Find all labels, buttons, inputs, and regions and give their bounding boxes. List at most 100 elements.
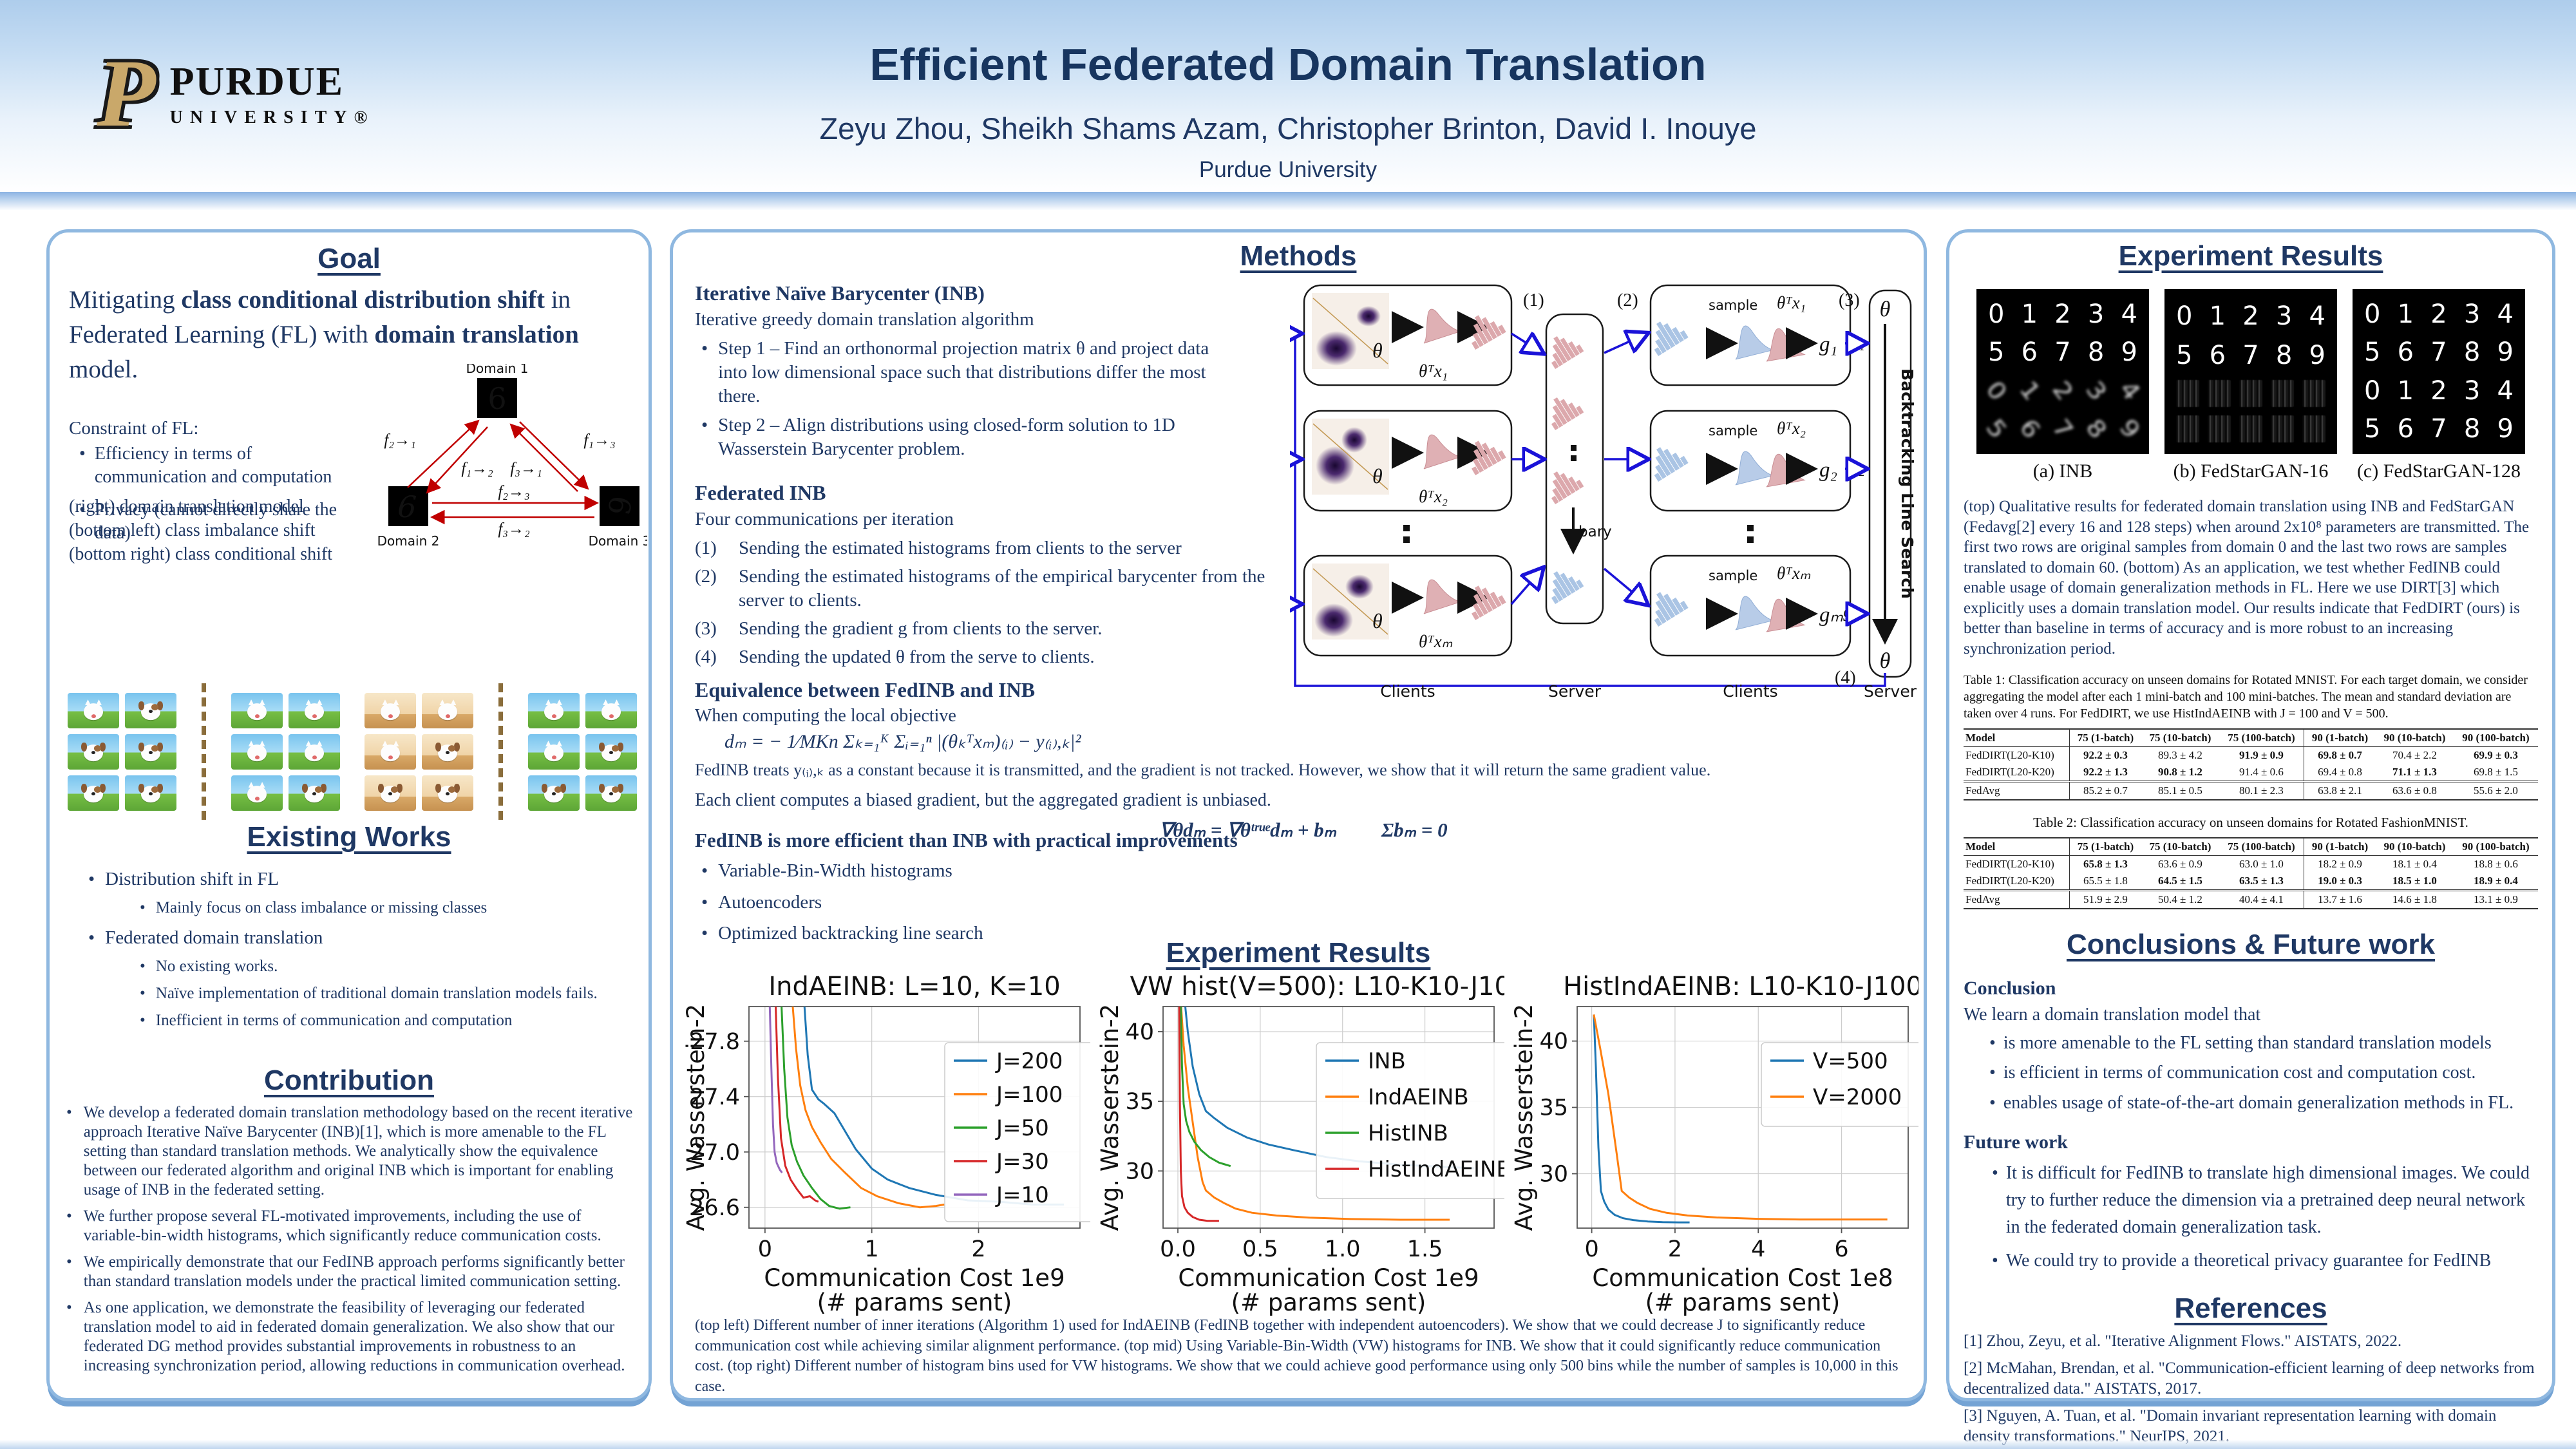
table-cell: 18.9 ± 0.4 [2474,875,2518,887]
table-cell: 91.9 ± 0.9 [2219,746,2305,764]
domain3-label: Domain 3 [589,533,647,549]
sample-label: sample [1709,298,1757,313]
item-number: (1) [695,537,717,558]
table1-container: Model 75 (1-batch) 75 (10-batch) 75 (100-ba… [1964,728,2538,800]
step-markers: (1) (2) (3) (4) [1523,290,1860,688]
efficiency-bullet: • Variable-Bin-Width histograms [701,859,1468,884]
svg-text:V=500: V=500 [1813,1048,1888,1074]
svg-text:40: 40 [1125,1019,1154,1045]
pet-image-cat [527,734,580,770]
future-work-text: It is difficult for FedINB to translate … [2005,1163,2530,1238]
pet-domain-grid [68,683,637,820]
mnist-digit: 7 [2430,337,2447,368]
marker-4: (4) [1835,668,1856,688]
conclusion-text: enables usage of state-of-the-art domain… [2003,1092,2514,1113]
mnist-digit: 4 [2121,299,2137,330]
fedinb-title: Federated INB [695,480,826,504]
goal-statement-bold1: class conditional distribution shift [181,286,545,314]
efficiency-text: Autoencoders [718,891,822,913]
svg-text:IndAEINB: IndAEINB [1368,1084,1469,1110]
mnist-digit: 4 [2497,375,2514,406]
mnist-row-noise [2168,379,2333,407]
svg-text:27.4: 27.4 [690,1084,740,1110]
table-cell: 92.2 ± 1.3 [2083,766,2128,778]
inb-step: • Step 2 – Align distributions using clos… [701,413,1236,461]
efficiency-bullet: • Optimized backtracking line search [701,922,1468,946]
fedinb-subtitle: Four communications per iteration [695,508,954,529]
svg-text:0.0: 0.0 [1160,1236,1196,1262]
mnist-digit: 8 [2275,341,2293,371]
pet-group [365,692,474,811]
svg-text:J=100: J=100 [995,1082,1063,1108]
table2-container: Model 75 (1-batch) 75 (10-batch) 75 (100-ba… [1964,837,2538,909]
table-cell: 71.1 ± 1.3 [2392,766,2437,778]
pet-image-dog [125,775,176,811]
projection-label: θᵀx₂ [1419,487,1448,506]
table-cell: 69.9 ± 0.3 [2474,749,2518,761]
mnist-digit: 6 [2397,413,2414,444]
pet-group [68,692,176,811]
table-cell: 14.6 ± 1.8 [2392,893,2437,905]
mnist-digit: 2 [2047,375,2079,406]
table-cell: 13.7 ± 1.6 [2318,893,2362,905]
gradient-label: gₘ [1843,600,1865,621]
domain2-image [388,486,428,526]
table-cell: 70.4 ± 2.2 [2392,749,2437,761]
table-cell: 65.5 ± 1.8 [2083,875,2128,887]
pet-image-dog [365,775,417,811]
chart-histindaeinb: 30 35 40 0 2 4 6 V=500 V=2000 HistIndAEINB: L10-K… [1510,971,1949,1321]
svg-text:26.6: 26.6 [690,1195,740,1221]
projection-label: θᵀxₘ [1777,564,1811,583]
goal-statement-text: model. [69,355,138,383]
future-work-subtitle: Future work [1964,1132,2068,1153]
mnist-digit: 3 [2087,299,2105,330]
equivalence-line1: When computing the local objective [695,706,956,726]
client-box-1: θ θᵀx₁ [1303,284,1513,386]
table-cell: 80.1 ± 2.3 [2219,781,2305,800]
conclusion-subtitle: Conclusion [1964,978,2056,999]
domain1-image [477,378,517,418]
item-number: (2) [695,565,717,587]
mnist-digit: 1 [2397,299,2414,330]
goal-statement-bold2: domain translation [374,320,579,348]
conclusion-list: • is more amenable to the FL setting than… [1964,1032,2538,1115]
future-work-list: • It is difficult for FedINB to translate… [1964,1160,2538,1274]
bullet-icon: • [1989,1092,1996,1113]
mnist-grid-label: (b) FedStarGAN-16 [2173,460,2329,482]
inb-title: Iterative Naïve Barycenter (INB) [695,281,985,305]
theta-label: θ [1372,609,1383,632]
fedinb-item-text: Sending the updated θ from the serve to … [739,646,1095,667]
mnist-noise-cell [2239,379,2262,407]
purdue-logo-sub: UNIVERSITY® [169,107,375,128]
pet-image-dog [288,775,340,811]
projection-label: θᵀx₂ [1777,419,1806,438]
f13-label: f₁→₃ [583,431,615,449]
mnist-noise-cell [2208,379,2231,407]
experiment-charts: 26.6 27.0 27.4 27.8 0 1 2 J=200 J=100 J=50 J=30 J=1… [682,971,1949,1321]
table-cell: 89.3 ± 4.2 [2158,749,2202,761]
table-cell: 69.8 ± 1.5 [2474,766,2518,778]
mnist-digit: 1 [2209,301,2226,331]
table-cell: 69.4 ± 0.8 [2318,766,2362,778]
references-heading: References [2174,1293,2327,1325]
column-labels: Clients Server Clients Server [1380,682,1917,697]
item-number: (4) [695,646,717,667]
table-cell: 90.8 ± 1.2 [2158,766,2202,778]
svg-text:1.5: 1.5 [1407,1236,1443,1262]
svg-text:0: 0 [1584,1236,1598,1262]
svg-text:Avg. Wasserstein-2: Avg. Wasserstein-2 [1099,1004,1124,1231]
bullet-icon: • [701,338,708,359]
table-model-cell: FedDIRT(L20-K20) [1964,873,2070,891]
efficiency-bullet: • Autoencoders [701,891,1468,915]
bullet-icon: • [701,860,708,881]
mnist-noise-cell [2302,415,2325,443]
equivalence-line2: FedINB treats y₍ᵢ₎,ₖ as a constant becau… [695,761,1711,779]
existing-bullet: • No existing works. [140,958,278,975]
conclusion-text: is more amenable to the FL setting than … [2003,1033,2492,1053]
table-header: 75 (100-batch) [2219,838,2305,856]
